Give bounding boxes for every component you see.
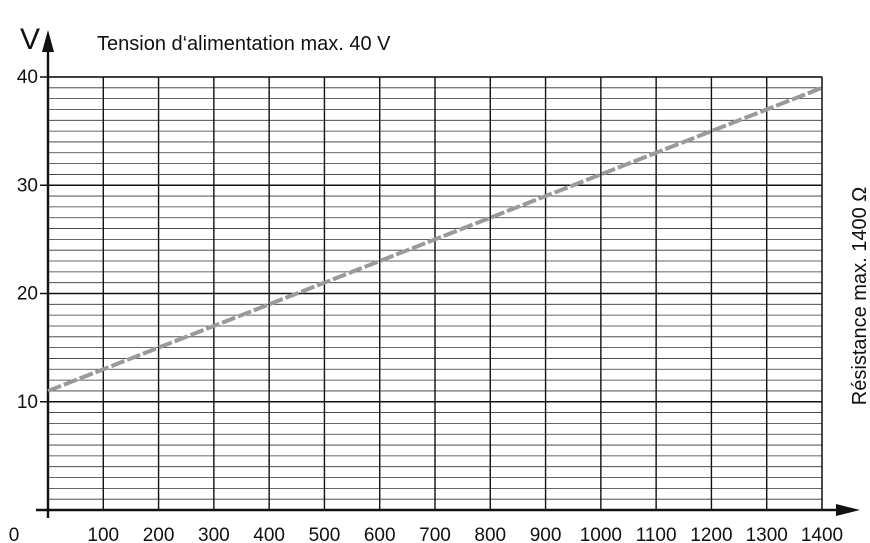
x-tick-label: 800 bbox=[474, 525, 506, 543]
y-axis-label: V bbox=[20, 23, 40, 56]
x-tick-label: 600 bbox=[364, 525, 396, 543]
x-tick-label: 700 bbox=[419, 525, 451, 543]
x-tick-label: 900 bbox=[530, 525, 562, 543]
x-tick-label: 100 bbox=[87, 525, 119, 543]
chart-title: Tension d‘alimentation max. 40 V bbox=[97, 33, 391, 55]
grid bbox=[40, 76, 823, 511]
x-tick-label: 1200 bbox=[690, 525, 732, 543]
y-axis-arrow bbox=[42, 30, 54, 52]
y-tick-label: 20 bbox=[17, 284, 38, 305]
x-tick-label: 1000 bbox=[580, 525, 622, 543]
x-tick-label: 400 bbox=[253, 525, 285, 543]
x-tick-label: 1100 bbox=[636, 525, 677, 543]
origin-label: 0 bbox=[9, 525, 20, 543]
x-axis-arrow bbox=[836, 504, 860, 516]
series bbox=[47, 85, 823, 393]
x-tick-label: 1300 bbox=[746, 525, 788, 543]
y-tick-label: 30 bbox=[17, 175, 38, 196]
tick-labels: 100 200 300 400 500 600 700 800 900 1000 1100 1200 1… bbox=[17, 67, 843, 543]
x-tick-label: 300 bbox=[198, 525, 230, 543]
y-tick-label: 40 bbox=[17, 67, 38, 88]
side-label: Résistance max. 1400 Ω bbox=[849, 187, 870, 405]
series-line bbox=[47, 85, 823, 393]
x-tick-label: 500 bbox=[309, 525, 341, 543]
x-tick-label: 1400 bbox=[801, 525, 843, 543]
y-tick-label: 10 bbox=[17, 392, 38, 413]
axes bbox=[36, 30, 860, 518]
x-tick-label: 200 bbox=[143, 525, 175, 543]
